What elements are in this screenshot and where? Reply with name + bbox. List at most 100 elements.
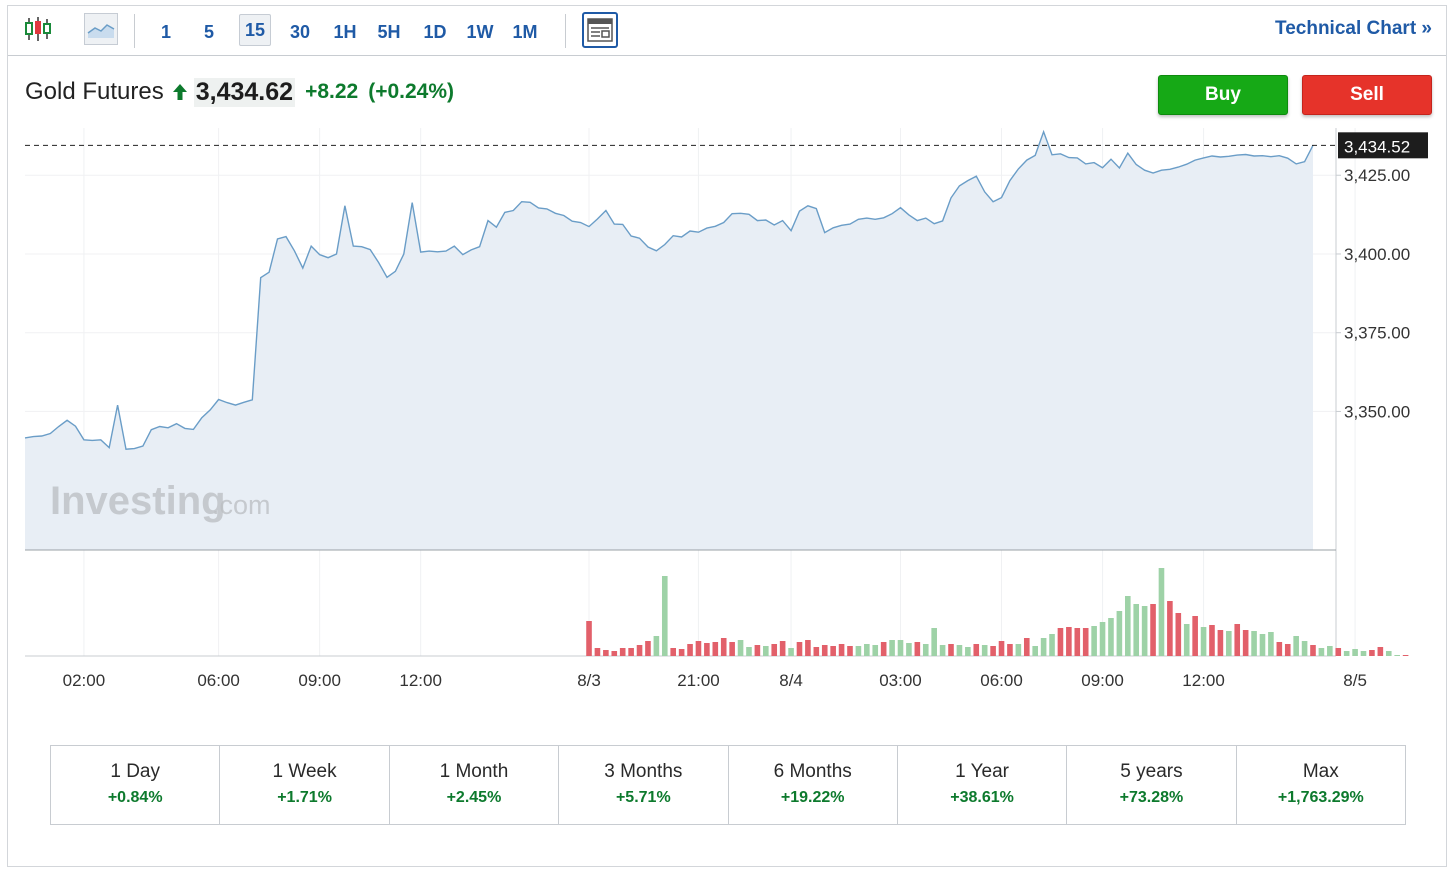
period-label: 1 Month <box>439 761 509 782</box>
volume-bar <box>805 640 811 656</box>
volume-bar <box>973 644 980 656</box>
volume-bar <box>1360 651 1367 656</box>
volume-bar <box>939 645 946 656</box>
sell-button[interactable]: Sell <box>1302 75 1432 115</box>
volume-bar <box>763 646 769 656</box>
period-label: 1 Day <box>110 761 160 782</box>
period-6-months[interactable]: 6 Months +19.22% <box>729 746 898 824</box>
volume-bar <box>847 646 853 656</box>
volume-bar <box>956 645 963 656</box>
period-1-week[interactable]: 1 Week +1.71% <box>220 746 390 824</box>
volume-bar <box>1394 655 1400 656</box>
volume-bar <box>830 646 836 656</box>
timeframe-15[interactable]: 15 <box>239 14 271 46</box>
y-tick-label: 3,375.00 <box>1344 324 1410 343</box>
x-tick-label: 03:00 <box>879 671 922 690</box>
volume-bar <box>872 645 879 656</box>
volume-bar <box>821 645 828 656</box>
volume-bar <box>1108 618 1114 656</box>
volume-bar <box>931 628 937 656</box>
period-1-month[interactable]: 1 Month +2.45% <box>390 746 560 824</box>
volume-bar <box>687 644 693 656</box>
volume-bar <box>889 640 895 656</box>
volume-bar <box>864 644 870 656</box>
volume-bar <box>1293 636 1299 656</box>
volume-bar <box>1209 625 1215 656</box>
buy-button[interactable]: Buy <box>1158 75 1288 115</box>
period-label: 1 Year <box>955 761 1010 782</box>
period-3-months[interactable]: 3 Months +5.71% <box>559 746 729 824</box>
period-label: 3 Months <box>604 761 683 782</box>
timeframe-30[interactable]: 30 <box>289 22 311 42</box>
volume-bar <box>813 647 820 656</box>
instrument-name: Gold Futures <box>25 78 164 105</box>
timeframe-5h[interactable]: 5H <box>377 22 401 42</box>
x-tick-label: 02:00 <box>63 671 106 690</box>
volume-bar <box>729 642 735 656</box>
volume-bar <box>1377 647 1384 656</box>
current-price-badge <box>1338 132 1428 159</box>
volume-bar <box>1268 632 1274 656</box>
volume-bar <box>906 643 912 656</box>
timeframe-1w[interactable]: 1W <box>466 22 494 42</box>
period-1-year[interactable]: 1 Year +38.61% <box>898 746 1068 824</box>
x-tick-label: 09:00 <box>298 671 341 690</box>
x-tick-label: 8/3 <box>577 671 601 690</box>
toolbar-separator <box>565 14 566 48</box>
volume-bar <box>948 644 954 656</box>
timeframe-5[interactable]: 5 <box>203 22 214 42</box>
period-label: 6 Months <box>773 761 852 782</box>
period-change: +0.84% <box>107 789 163 806</box>
price-chart[interactable]: Investing.com 3,425.00 3,400.00 3,375.00 3,3… <box>8 6 1446 726</box>
volume-bar <box>1335 648 1342 656</box>
volume-bar <box>1234 624 1241 656</box>
volume-bar <box>1023 638 1030 656</box>
period-change: +19.22% <box>780 789 845 806</box>
x-tick-label: 12:00 <box>399 671 442 690</box>
volume-bar <box>897 640 904 656</box>
x-tick-label: 8/4 <box>779 671 803 690</box>
period-change: +1.71% <box>277 789 332 806</box>
volume-bar <box>922 644 929 656</box>
period-1-day[interactable]: 1 Day +0.84% <box>51 746 221 824</box>
performance-periods: 1 Day +0.84% 1 Week +1.71% 1 Month +2.45% 3 Mo… <box>50 745 1406 825</box>
timeframe-1m[interactable]: 1M <box>512 22 538 42</box>
volume-bar <box>1167 601 1173 656</box>
volume-bar <box>796 642 803 656</box>
volume-bar <box>586 621 592 656</box>
x-tick-label: 06:00 <box>197 671 240 690</box>
candlestick-icon[interactable] <box>22 13 54 45</box>
timeframe-1h[interactable]: 1H <box>333 22 357 42</box>
volume-bar <box>1318 648 1325 656</box>
volume-bar <box>1066 627 1072 656</box>
area-chart-icon[interactable] <box>84 13 118 45</box>
volume-bar <box>1074 628 1081 656</box>
period-max[interactable]: Max +1,763.29% <box>1237 746 1405 824</box>
volume-bar <box>1310 645 1316 656</box>
volume-bar <box>1352 649 1358 656</box>
volume-bar <box>754 645 761 656</box>
volume-bar <box>990 646 996 656</box>
volume-bar <box>636 645 643 656</box>
watermark-brand: Investing <box>50 479 226 523</box>
technical-chart-link[interactable]: Technical Chart » <box>1275 18 1432 39</box>
x-tick-label: 06:00 <box>980 671 1023 690</box>
volume-bar <box>1040 638 1047 656</box>
y-tick-label: 3,425.00 <box>1344 166 1410 185</box>
news-layout-icon[interactable] <box>582 12 618 48</box>
period-change: +1,763.29% <box>1277 789 1364 806</box>
volume-bar <box>1343 651 1350 656</box>
volume-bar <box>1015 644 1022 656</box>
x-tick-label: 12:00 <box>1182 671 1225 690</box>
period-5-years[interactable]: 5 years +73.28% <box>1067 746 1237 824</box>
current-price-label: 3,434.52 <box>1344 137 1410 156</box>
volume-bar <box>1158 568 1165 656</box>
instrument-header: Gold Futures 3,434.62 +8.22 (+0.24%) <box>25 74 454 110</box>
period-change: +2.45% <box>446 789 502 806</box>
timeframe-1d[interactable]: 1D <box>423 22 447 42</box>
timeframe-1[interactable]: 1 <box>160 22 171 42</box>
volume-bar <box>720 638 727 656</box>
volume-bar <box>670 648 677 656</box>
period-change: +38.61% <box>950 789 1014 806</box>
volume-bar <box>1141 606 1148 656</box>
